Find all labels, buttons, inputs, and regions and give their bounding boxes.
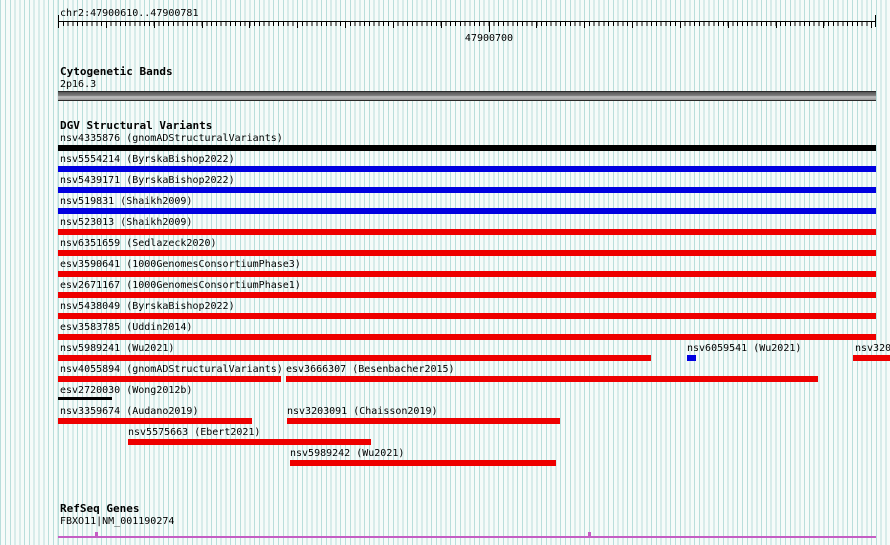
variant-bar[interactable] (58, 418, 252, 424)
ruler-tick (536, 22, 537, 28)
cytobands-heading: Cytogenetic Bands (60, 65, 173, 78)
ruler-tick (632, 22, 633, 28)
variant-label[interactable]: esv2720030 (Wong2012b) (60, 385, 193, 396)
ruler-tick (106, 22, 107, 28)
ruler-line (58, 21, 876, 22)
variant-label[interactable]: nsv5439171 (ByrskaBishop2022) (60, 175, 235, 186)
ruler-tick (154, 22, 155, 28)
variant-bar[interactable] (58, 250, 876, 256)
variant-bar[interactable] (58, 187, 876, 193)
region-label: chr2:47900610..47900781 (60, 8, 199, 19)
variant-bar[interactable] (58, 166, 876, 172)
variant-label[interactable]: nsv3359674 (Audano2019) (60, 406, 199, 417)
ruler-tick (249, 22, 250, 28)
ruler-tick (584, 22, 585, 28)
variant-bar[interactable] (128, 439, 371, 445)
variant-bar[interactable] (58, 292, 876, 298)
ruler-tick (297, 22, 298, 28)
cytoband-name: 2p16.3 (60, 79, 97, 90)
variant-label[interactable]: esv2671167 (1000GenomesConsortiumPhase1) (60, 280, 301, 291)
refseq-heading: RefSeq Genes (60, 502, 140, 515)
ruler-major-tick-label: 47900700 (464, 33, 514, 44)
ruler-tick (393, 22, 394, 28)
variant-label[interactable]: nsv3203091 (Chaisson2019) (287, 406, 438, 417)
ruler-tick (489, 22, 490, 32)
variant-bar[interactable] (58, 397, 112, 400)
variant-label[interactable]: nsv6351659 (Sedlazeck2020) (60, 238, 217, 249)
ruler-tick (728, 22, 729, 28)
gene-exon-mark (95, 532, 98, 537)
variant-bar[interactable] (58, 334, 876, 340)
gene-exon-mark (588, 532, 591, 537)
variant-label[interactable]: nsv6059541 (Wu2021) (687, 343, 802, 354)
variant-label[interactable]: nsv4335876 (gnomADStructuralVariants) (60, 133, 283, 144)
variant-bar[interactable] (58, 271, 876, 277)
variant-bar[interactable] (287, 418, 560, 424)
variant-bar[interactable] (58, 355, 651, 361)
variant-bar[interactable] (58, 313, 876, 319)
variant-bar[interactable] (58, 229, 876, 235)
gene-line[interactable] (58, 536, 876, 538)
variant-label[interactable]: nsv5438049 (ByrskaBishop2022) (60, 301, 235, 312)
gene-label[interactable]: FBXO11|NM_001190274 (60, 516, 175, 527)
variant-bar[interactable] (286, 376, 818, 382)
variant-label[interactable]: nsv5989241 (Wu2021) (60, 343, 175, 354)
ruler-minor-ticks (58, 22, 876, 26)
ruler-tick (875, 15, 876, 27)
variant-label[interactable]: nsv320 (855, 343, 890, 354)
variant-label[interactable]: nsv5989242 (Wu2021) (290, 448, 405, 459)
variant-label[interactable]: nsv523013 (Shaikh2009) (60, 217, 193, 228)
ruler-tick (441, 22, 442, 28)
variant-label[interactable]: esv3590641 (1000GenomesConsortiumPhase3) (60, 259, 301, 270)
variant-label[interactable]: esv3666307 (Besenbacher2015) (286, 364, 455, 375)
ruler-tick (823, 22, 824, 28)
ruler-tick (345, 22, 346, 28)
cytoband-bar[interactable] (58, 91, 876, 101)
variant-label[interactable]: nsv5575663 (Ebert2021) (128, 427, 261, 438)
variant-label[interactable]: nsv4055894 (gnomADStructuralVariants) (60, 364, 283, 375)
variant-bar[interactable] (853, 355, 890, 361)
variant-bar[interactable] (58, 376, 281, 382)
ruler-tick (58, 15, 59, 27)
variant-bar[interactable] (58, 208, 876, 214)
variant-label[interactable]: esv3583785 (Uddin2014) (60, 322, 193, 333)
ruler-tick (680, 22, 681, 28)
variant-label[interactable]: nsv519831 (Shaikh2009) (60, 196, 193, 207)
ruler-tick (871, 22, 872, 28)
variant-label[interactable]: nsv5554214 (ByrskaBishop2022) (60, 154, 235, 165)
dgv-heading: DGV Structural Variants (60, 119, 213, 132)
ruler-tick (202, 22, 203, 28)
variant-bar[interactable] (58, 145, 876, 151)
variant-bar[interactable] (290, 460, 556, 466)
ruler-tick (776, 22, 777, 28)
variant-bar[interactable] (687, 355, 696, 361)
